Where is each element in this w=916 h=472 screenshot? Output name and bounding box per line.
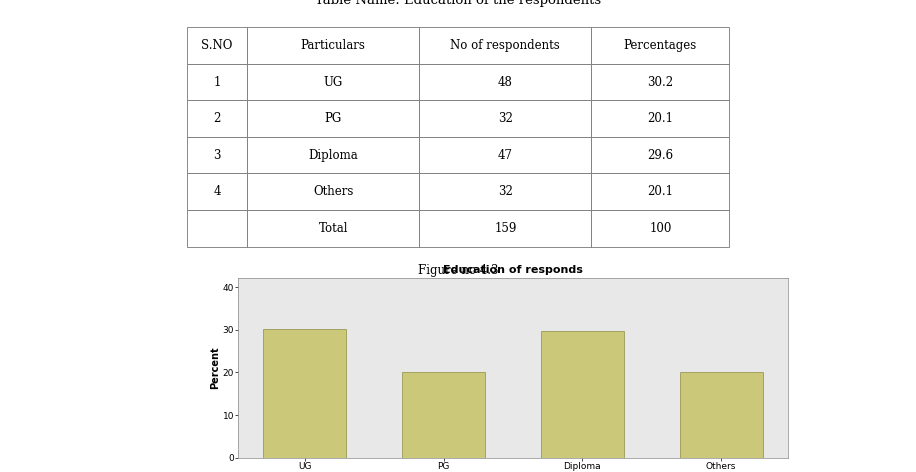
Title: Education of responds: Education of responds bbox=[443, 265, 583, 275]
Bar bbox=[540, 331, 624, 458]
Y-axis label: Percent: Percent bbox=[210, 347, 220, 389]
Bar bbox=[680, 372, 763, 458]
Bar bbox=[263, 329, 346, 458]
Text: Figure no 4.3: Figure no 4.3 bbox=[418, 264, 498, 278]
Bar bbox=[402, 372, 485, 458]
Text: Table Name: Education of the respondents: Table Name: Education of the respondents bbox=[315, 0, 601, 7]
